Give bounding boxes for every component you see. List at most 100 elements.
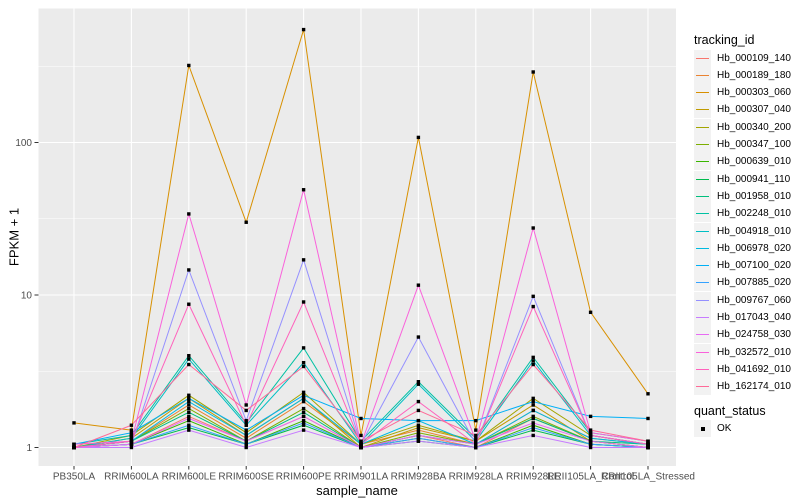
data-point: [588, 439, 593, 443]
legend-label: Hb_024758_030: [717, 329, 791, 341]
x-tick-label: PB350LA: [53, 472, 96, 483]
data-point: [187, 396, 191, 401]
data-point: [301, 360, 306, 365]
x-tick-label: RRIM901LA: [334, 472, 389, 483]
data-point: [244, 442, 248, 446]
data-point: [187, 353, 191, 358]
x-tick-label: RRIM600SE: [218, 472, 274, 483]
data-point: [301, 418, 306, 423]
legend-line-sample: [696, 161, 709, 163]
legend-item-Hb_002248_010: Hb_002248_010: [694, 205, 791, 223]
legend-item-Hb_000340_200: Hb_000340_200: [694, 118, 791, 136]
data-point: [588, 433, 593, 438]
legend-line-sample: [696, 109, 709, 111]
legend-line-sample: [696, 144, 709, 145]
legend-line-sample: [696, 265, 709, 267]
legend-label: Hb_162174_010: [717, 381, 791, 393]
data-point: [474, 428, 478, 432]
legend-label: Hb_000347_100: [717, 139, 791, 150]
legend-item-Hb_000639_010: Hb_000639_010: [694, 153, 791, 171]
data-point: [416, 399, 421, 404]
data-point: [646, 439, 650, 443]
legend-label: Hb_006978_020: [717, 242, 791, 254]
legend-title-quant-status: quant_status: [694, 404, 766, 418]
legend-line-sample: [696, 213, 709, 215]
data-point: [531, 362, 535, 367]
legend-line-sample: [696, 230, 709, 232]
legend-item-Hb_000307_040: Hb_000307_040: [694, 101, 791, 119]
data-point: [244, 421, 248, 425]
legend-label: Hb_007100_020: [717, 260, 791, 272]
legend-item-Hb_001958_010: Hb_001958_010: [694, 187, 791, 205]
data-point: [359, 445, 363, 450]
legend-line-sample: [696, 386, 709, 388]
data-point: [129, 428, 134, 432]
legend-label: Hb_000639_010: [717, 156, 791, 168]
legend-label: OK: [717, 423, 732, 434]
data-point: [301, 428, 306, 432]
data-point: [646, 392, 650, 396]
data-point: [588, 442, 593, 446]
data-point: [301, 258, 306, 262]
legend-key-swatch: [694, 343, 711, 361]
data-point: [531, 433, 535, 438]
black-square-point-icon: [700, 426, 705, 431]
legend-key-swatch: [694, 326, 711, 344]
data-point: [416, 423, 421, 427]
data-point: [129, 431, 134, 435]
legend-label: Hb_032572_010: [717, 346, 791, 358]
data-point: [301, 346, 306, 350]
legend-key-swatch: [694, 101, 711, 119]
x-tick-label: RRIM928LA: [449, 472, 504, 483]
data-point: [187, 268, 191, 272]
legend-item-Hb_000941_110: Hb_000941_110: [694, 170, 790, 188]
legend-item-Hb_007885_020: Hb_007885_020: [694, 274, 791, 292]
legend-label: Hb_000109_140: [717, 52, 791, 64]
legend-key-swatch: [694, 153, 711, 171]
legend-item-Hb_017043_040: Hb_017043_040: [694, 309, 791, 326]
data-point: [187, 302, 191, 306]
legend-item-Hb_007100_020: Hb_007100_020: [694, 257, 791, 275]
data-point: [359, 433, 363, 438]
data-point: [187, 403, 191, 407]
y-tick-label: 10: [21, 291, 33, 302]
data-point: [359, 416, 363, 421]
legend-label: Hb_000340_200: [717, 121, 791, 133]
data-point: [244, 423, 248, 427]
legend-item-Hb_006978_020: Hb_006978_020: [694, 239, 791, 257]
data-point: [416, 135, 421, 140]
legend-label: Hb_007885_020: [717, 277, 791, 289]
data-point: [244, 436, 248, 440]
legend-label: Hb_000307_040: [717, 104, 791, 116]
data-point: [244, 439, 248, 443]
data-point: [301, 300, 306, 304]
legend-label: Hb_000303_060: [717, 87, 791, 99]
data-point: [416, 283, 421, 287]
data-point: [301, 406, 306, 411]
data-point: [531, 421, 535, 425]
legend-item-Hb_032572_010: Hb_032572_010: [694, 343, 791, 361]
legend-item-Hb_162174_010: Hb_162174_010: [694, 378, 791, 396]
legend-key-swatch: [694, 274, 711, 292]
legend-line-sample: [696, 282, 709, 284]
data-point: [129, 439, 134, 443]
data-point: [474, 418, 478, 423]
data-point: [531, 226, 535, 230]
data-point: [72, 421, 76, 425]
legend-key-swatch: [694, 291, 711, 309]
data-point: [187, 406, 191, 411]
data-point: [474, 442, 478, 446]
data-point: [531, 359, 535, 363]
data-point: [129, 436, 134, 440]
legend-key-swatch: [694, 118, 711, 136]
legend-item-Hb_000189_180: Hb_000189_180: [694, 66, 791, 84]
legend-item-Hb_004918_010: Hb_004918_010: [694, 222, 791, 240]
data-point: [244, 408, 248, 413]
legend-line-sample: [696, 57, 709, 59]
legend-key-swatch: [694, 378, 711, 396]
data-point: [301, 396, 306, 401]
x-tick-label: RRII105LA_Stressed: [601, 472, 695, 483]
data-point: [187, 410, 191, 415]
legend-key-swatch: [694, 84, 711, 102]
